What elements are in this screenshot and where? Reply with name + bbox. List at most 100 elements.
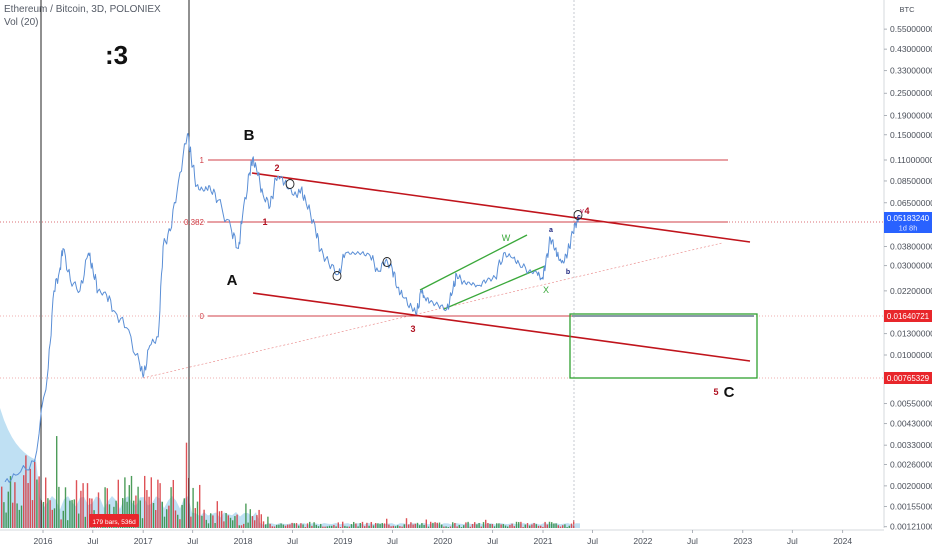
time-tick-label: 2021 bbox=[534, 536, 553, 546]
wxy-upper-line[interactable] bbox=[419, 234, 528, 291]
price-tick-label: 0.00155000 bbox=[890, 502, 932, 512]
volume-bar bbox=[89, 498, 91, 528]
volume-bar bbox=[370, 521, 372, 528]
volume-bar bbox=[289, 524, 291, 528]
volume-bar bbox=[546, 524, 548, 528]
volume-bar bbox=[383, 523, 386, 528]
price-axis[interactable]: BTC 0.55000000 0.43000000 0.33000000 0.25000… bbox=[883, 0, 932, 532]
volume-bar bbox=[421, 523, 423, 528]
volume-bar bbox=[416, 522, 419, 528]
volume-bar bbox=[485, 519, 487, 528]
volume-bar bbox=[58, 486, 60, 528]
volume-bar bbox=[203, 509, 205, 528]
volume-bar bbox=[152, 502, 155, 528]
price-tick-label: 0.08500000 bbox=[890, 176, 932, 186]
descending-channel[interactable] bbox=[251, 172, 751, 362]
volume-bar bbox=[240, 525, 243, 528]
target-box[interactable] bbox=[569, 313, 758, 379]
volume-bar bbox=[489, 523, 491, 528]
volume-bar bbox=[476, 524, 478, 528]
volume-bar bbox=[507, 526, 509, 528]
channel-lower-line[interactable] bbox=[252, 292, 751, 362]
volume-bar bbox=[205, 519, 207, 528]
volume-bar bbox=[555, 523, 557, 528]
support-trendline bbox=[142, 242, 723, 379]
volume-bar bbox=[124, 477, 126, 528]
chart-gridlines bbox=[0, 0, 884, 528]
wxy-lower-line[interactable] bbox=[443, 265, 546, 310]
wave-label-b: b bbox=[566, 269, 570, 276]
wxy-channel[interactable] bbox=[419, 234, 546, 310]
scale-unit-label[interactable]: BTC bbox=[900, 5, 916, 14]
volume-bar bbox=[273, 526, 276, 528]
volume-bar bbox=[375, 522, 377, 528]
volume-bar bbox=[379, 524, 381, 528]
volume-bar bbox=[190, 516, 192, 528]
volume-bar bbox=[467, 521, 469, 528]
volume-bar bbox=[56, 436, 58, 528]
fib-level-label: 0.382 bbox=[184, 218, 205, 227]
volume-bar bbox=[515, 521, 518, 528]
volume-bar bbox=[139, 500, 141, 528]
volume-bar bbox=[542, 526, 544, 528]
volume-bar bbox=[465, 522, 467, 528]
last-price-badge[interactable] bbox=[884, 212, 932, 233]
volume-bar bbox=[529, 525, 531, 528]
volume-bar bbox=[1, 486, 3, 528]
volume-bar bbox=[452, 522, 454, 528]
time-tick-label: 2023 bbox=[733, 536, 752, 546]
volume-bar bbox=[361, 521, 364, 528]
volume-bar bbox=[427, 526, 430, 528]
volume-histogram bbox=[0, 408, 580, 528]
volume-bar bbox=[150, 477, 152, 528]
wave-label-X: X bbox=[543, 285, 549, 295]
volume-bar bbox=[548, 521, 551, 528]
wave-label-2: 2 bbox=[274, 163, 279, 173]
volume-bar bbox=[559, 526, 562, 528]
volume-bar bbox=[511, 523, 513, 528]
volume-bar bbox=[67, 520, 69, 528]
volume-bar bbox=[432, 522, 434, 528]
volume-bar bbox=[566, 527, 568, 528]
volume-bar bbox=[344, 525, 346, 528]
volume-bar bbox=[183, 498, 185, 528]
volume-bar bbox=[302, 524, 304, 528]
volume-bar bbox=[38, 476, 40, 528]
volume-bar bbox=[177, 514, 179, 528]
volume-bar bbox=[234, 516, 236, 528]
price-tick-label: 0.25000000 bbox=[890, 88, 932, 98]
fib-retracement[interactable]: 1 0.382 0 bbox=[184, 156, 728, 321]
wave-label-A: A bbox=[227, 272, 238, 289]
volume-bar bbox=[438, 522, 441, 528]
volume-bar bbox=[251, 516, 254, 528]
level-badge[interactable] bbox=[884, 310, 932, 322]
chart-title: Ethereum / Bitcoin, 3D, POLONIEX bbox=[4, 4, 161, 15]
volume-bar bbox=[172, 479, 174, 528]
target-zone[interactable] bbox=[569, 313, 758, 379]
time-axis[interactable]: 2016 Jul 2017 Jul 2018 Jul 2019 Jul 2020 Jul 2021 J… bbox=[0, 529, 884, 546]
volume-bar bbox=[20, 505, 23, 528]
volume-bar bbox=[317, 526, 320, 528]
volume-bar bbox=[194, 508, 196, 528]
wave-label-a: a bbox=[549, 227, 553, 234]
measure-badge-text: 179 bars, 536d bbox=[92, 519, 136, 526]
volume-bar bbox=[562, 525, 564, 528]
price-tick-label: 0.00550000 bbox=[890, 399, 932, 409]
volume-bar bbox=[443, 526, 445, 528]
volume-bar bbox=[570, 523, 573, 528]
volume-bar bbox=[531, 524, 533, 528]
level-badge[interactable] bbox=[884, 372, 932, 384]
volume-bar bbox=[425, 519, 427, 528]
volume-bar bbox=[335, 526, 337, 528]
volume-bar bbox=[293, 523, 295, 528]
volume-bar bbox=[322, 526, 324, 528]
wave-label-W: W bbox=[502, 233, 511, 243]
circle-marker bbox=[573, 210, 583, 220]
channel-upper-line[interactable] bbox=[251, 172, 751, 243]
volume-bar bbox=[269, 523, 271, 528]
volume-bar bbox=[493, 526, 496, 528]
volume-bar bbox=[304, 527, 306, 528]
volume-bar bbox=[232, 520, 234, 528]
volume-bar bbox=[207, 523, 210, 528]
